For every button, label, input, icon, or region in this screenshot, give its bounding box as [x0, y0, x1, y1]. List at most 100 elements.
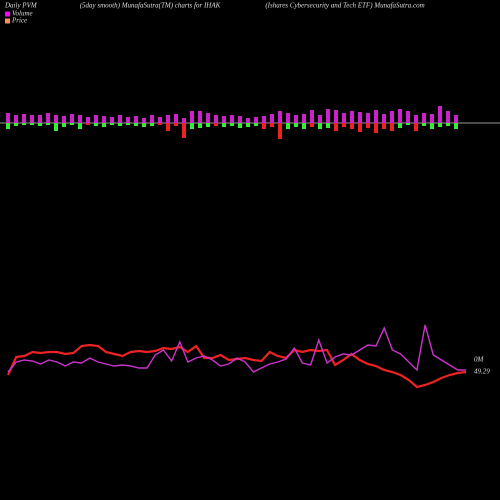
- volume-bar-down: [414, 123, 418, 131]
- volume-bar-up: [142, 118, 146, 123]
- volume-bar-down: [14, 123, 18, 126]
- volume-bar-up: [406, 111, 410, 123]
- volume-bar-down: [166, 123, 170, 131]
- line-price: [6, 343, 467, 389]
- legend-label: Price: [11, 17, 27, 25]
- volume-bar-down: [182, 123, 186, 138]
- volume-bar-down: [94, 123, 98, 126]
- volume-bar-down: [334, 123, 338, 131]
- volume-bar-up: [254, 117, 258, 123]
- volume-bar-down: [398, 123, 402, 128]
- volume-bar-up: [318, 115, 322, 123]
- volume-bar-up: [150, 115, 154, 123]
- volume-bar-down: [262, 123, 266, 129]
- volume-bar-up: [30, 115, 34, 123]
- volume-bar-down: [310, 123, 314, 127]
- volume-bar-down: [198, 123, 202, 128]
- volume-bar-down: [230, 123, 234, 126]
- volume-bar-up: [422, 113, 426, 123]
- volume-bar-down: [302, 123, 306, 129]
- volume-bar-up: [294, 115, 298, 123]
- volume-bar-up: [262, 116, 266, 123]
- volume-bar-up: [214, 115, 218, 123]
- volume-bar-up: [94, 115, 98, 123]
- volume-bar-down: [158, 123, 162, 125]
- volume-bar-down: [214, 123, 218, 126]
- volume-bar-up: [46, 113, 50, 123]
- volume-bar-up: [382, 114, 386, 123]
- volume-bar-down: [406, 123, 410, 125]
- volume-bar-up: [174, 114, 178, 123]
- volume-bar-down: [134, 123, 138, 126]
- volume-bar-up: [454, 115, 458, 123]
- volume-bar-up: [110, 117, 114, 123]
- volume-bar-down: [30, 123, 34, 125]
- volume-bar-down: [174, 123, 178, 126]
- chart-title: (5day smooth) MunafaSutra(TM) charts for…: [80, 2, 221, 10]
- volume-bar-down: [454, 123, 458, 129]
- volume-bar-down: [430, 123, 434, 129]
- volume-bar-up: [126, 117, 130, 123]
- volume-bar-up: [326, 109, 330, 123]
- volume-bar-down: [46, 123, 50, 125]
- end-label: 49.29: [474, 368, 490, 376]
- volume-bar-up: [446, 111, 450, 123]
- volume-bar-down: [70, 123, 74, 125]
- volume-bar-down: [278, 123, 282, 139]
- volume-bar-down: [38, 123, 42, 126]
- volume-bar-up: [414, 115, 418, 123]
- volume-bar-up: [118, 115, 122, 123]
- volume-bar-down: [390, 123, 394, 131]
- volume-bar-down: [62, 123, 66, 127]
- volume-bar-down: [22, 123, 26, 125]
- volume-bar-up: [334, 110, 338, 123]
- legend-swatch: [5, 11, 10, 17]
- volume-bar-down: [254, 123, 258, 126]
- volume-bar-up: [14, 115, 18, 123]
- volume-bar-up: [38, 115, 42, 123]
- volume-bar-up: [374, 110, 378, 123]
- volume-bar-down: [286, 123, 290, 129]
- volume-bar-up: [182, 118, 186, 123]
- title-left: Daily PVM: [4, 2, 38, 10]
- volume-bar-up: [78, 115, 82, 123]
- volume-bar-down: [374, 123, 378, 133]
- legend-label: Volume: [12, 10, 33, 18]
- volume-bar-down: [110, 123, 114, 125]
- volume-bar-up: [342, 113, 346, 123]
- volume-bar-down: [446, 123, 450, 126]
- volume-bar-down: [78, 123, 82, 129]
- volume-bar-down: [366, 123, 370, 128]
- volume-bar-down: [102, 123, 106, 127]
- volume-bar-down: [438, 123, 442, 127]
- volume-bar-up: [70, 114, 74, 123]
- volume-bar-down: [294, 123, 298, 127]
- volume-bar-up: [102, 116, 106, 123]
- volume-bar-down: [358, 123, 362, 132]
- volume-bar-down: [238, 123, 242, 128]
- volume-bar-up: [366, 113, 370, 123]
- volume-bar-up: [134, 116, 138, 123]
- volume-bar-down: [422, 123, 426, 126]
- legend-swatch: [5, 18, 10, 24]
- volume-bar-up: [270, 114, 274, 123]
- volume-bar-down: [318, 123, 322, 129]
- volume-bar-down: [190, 123, 194, 129]
- volume-bar-down: [382, 123, 386, 129]
- volume-bar-down: [222, 123, 226, 127]
- volume-bar-down: [54, 123, 58, 131]
- end-label: 0M: [474, 356, 485, 364]
- volume-bar-up: [158, 117, 162, 123]
- volume-bar-up: [62, 116, 66, 123]
- volume-bar-up: [230, 115, 234, 123]
- volume-bar-up: [310, 110, 314, 123]
- volume-bar-down: [142, 123, 146, 127]
- volume-bar-up: [54, 115, 58, 123]
- volume-bar-up: [246, 118, 250, 123]
- volume-bar-up: [206, 113, 210, 123]
- volume-bar-up: [86, 117, 90, 123]
- title-right: (Ishares Cybersecurity and Tech ETF) Mun…: [265, 2, 424, 10]
- volume-bar-down: [342, 123, 346, 127]
- volume-bar-down: [270, 123, 274, 127]
- volume-bar-down: [326, 123, 330, 128]
